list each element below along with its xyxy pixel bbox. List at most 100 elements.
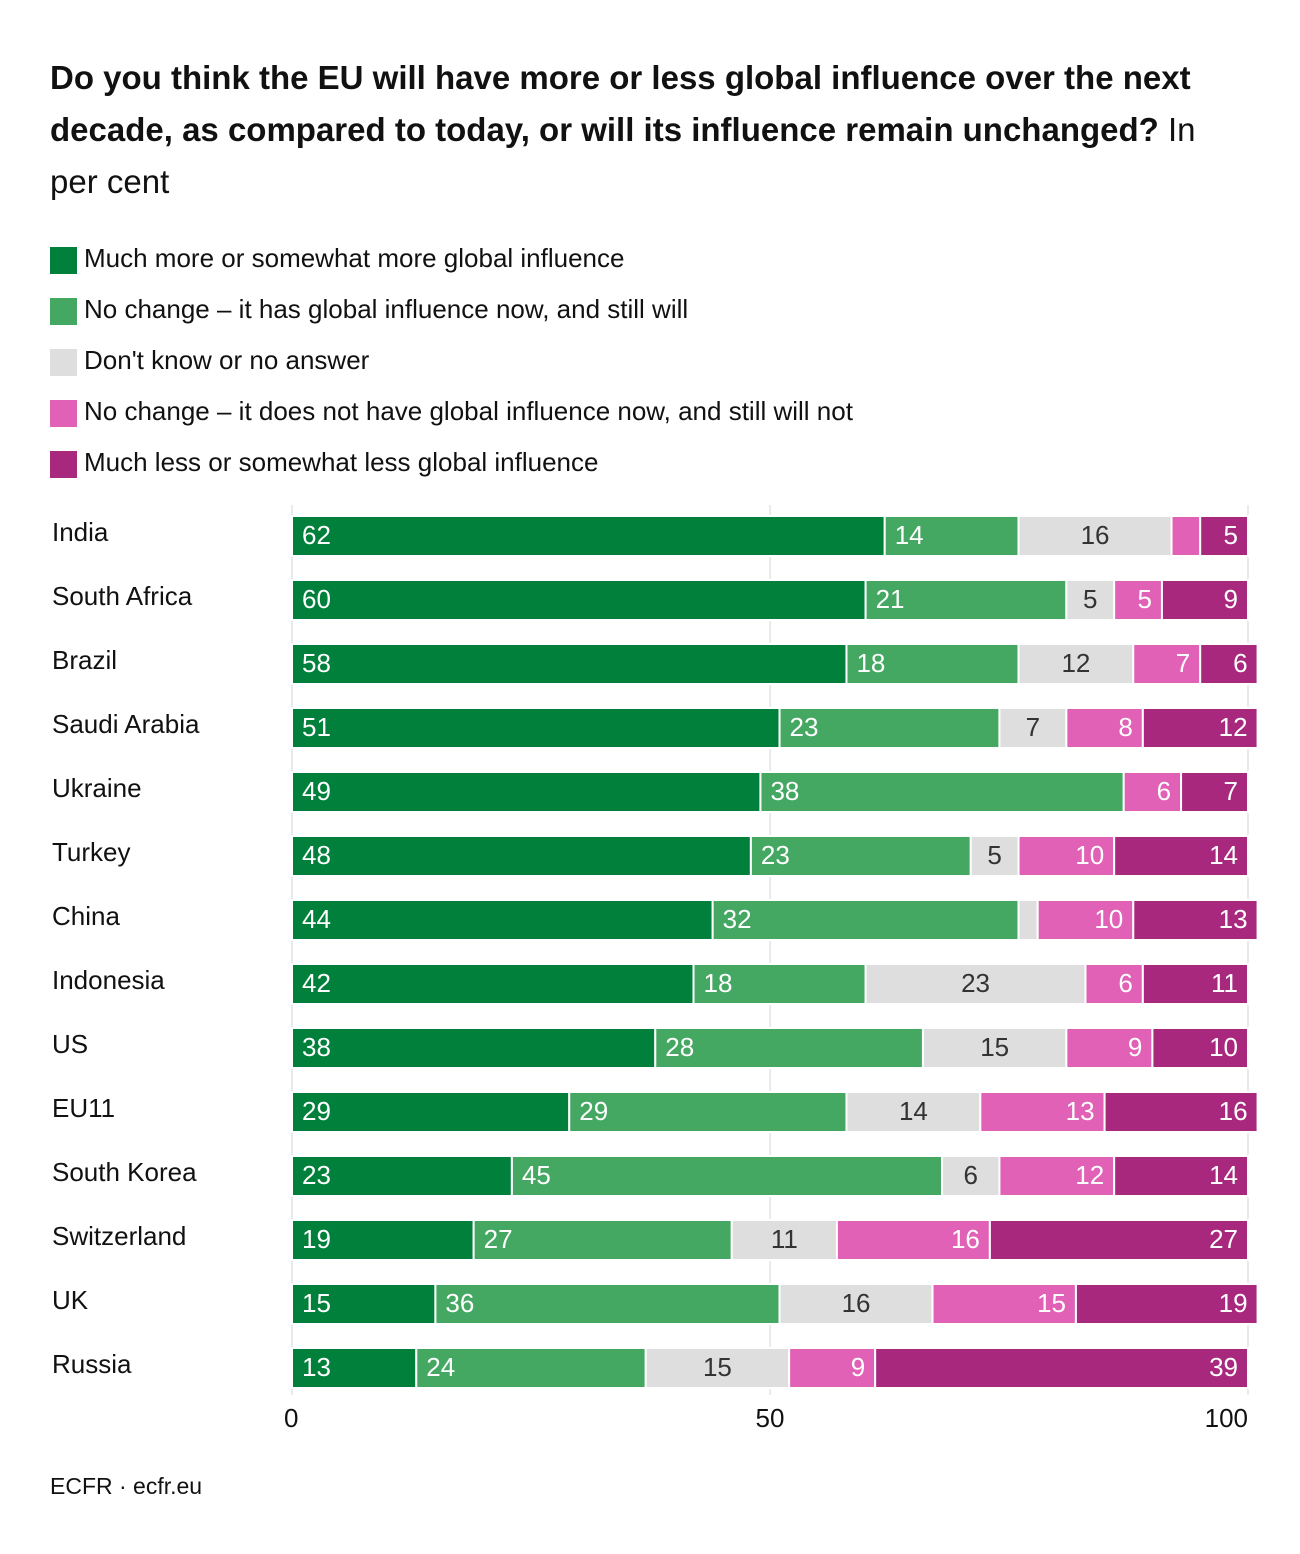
bar-segment xyxy=(1113,579,1163,621)
bar-segment xyxy=(1103,1091,1259,1133)
data-label: 27 xyxy=(1209,1224,1238,1254)
bar-segment xyxy=(1199,643,1259,685)
data-label: 23 xyxy=(790,712,819,742)
legend-swatch xyxy=(50,451,77,478)
bar-segment xyxy=(845,643,1020,685)
data-label: 28 xyxy=(665,1032,694,1062)
data-label: 12 xyxy=(1219,712,1248,742)
bar-segment xyxy=(1113,1155,1250,1197)
bar-segment xyxy=(1132,899,1259,941)
bar-segment xyxy=(1199,515,1249,557)
title-block: Do you think the EU will have more or le… xyxy=(50,52,1250,208)
bar-segment xyxy=(291,1027,657,1069)
bar-segment xyxy=(1017,835,1116,877)
data-label: 39 xyxy=(1209,1352,1238,1382)
data-label: 18 xyxy=(856,648,885,678)
bar-segment xyxy=(654,1027,924,1069)
category-label: Turkey xyxy=(52,837,131,867)
category-label: South Africa xyxy=(52,581,193,611)
data-label: 11 xyxy=(771,1224,798,1254)
data-label: 27 xyxy=(484,1224,513,1254)
category-label: South Korea xyxy=(52,1157,197,1187)
data-label: 36 xyxy=(445,1288,474,1318)
data-label: 24 xyxy=(426,1352,455,1382)
data-label: 14 xyxy=(899,1096,928,1126)
bar-segment xyxy=(969,835,1020,877)
data-label: 38 xyxy=(302,1032,331,1062)
data-label: 58 xyxy=(302,648,331,678)
bar-segment xyxy=(1036,899,1135,941)
chart-title: Do you think the EU will have more or le… xyxy=(50,59,1191,148)
bar-segment xyxy=(568,1091,848,1133)
data-label: 5 xyxy=(1224,520,1238,550)
data-label: 6 xyxy=(964,1160,978,1190)
data-label: 14 xyxy=(895,520,924,550)
data-label: 16 xyxy=(842,1288,871,1318)
bar-segment xyxy=(1084,963,1144,1005)
bar-segment xyxy=(711,899,1020,941)
bar-segment xyxy=(931,1283,1077,1325)
bar-segment xyxy=(1170,515,1202,557)
bar-segment xyxy=(1017,643,1135,685)
bar-segment xyxy=(291,899,714,941)
bar-segment xyxy=(434,1283,781,1325)
legend-label: Don't know or no answer xyxy=(84,345,370,375)
data-label: 62 xyxy=(302,520,331,550)
data-label: 19 xyxy=(302,1224,331,1254)
data-label: 13 xyxy=(302,1352,331,1382)
bar-segment xyxy=(1122,771,1183,813)
data-label: 42 xyxy=(302,968,331,998)
bar-segment xyxy=(291,963,695,1005)
data-label: 6 xyxy=(1233,648,1247,678)
data-label: 13 xyxy=(1066,1096,1095,1126)
category-label: Ukraine xyxy=(52,773,142,803)
bar-segment xyxy=(1017,899,1039,941)
bar-segment xyxy=(1065,707,1144,749)
data-label: 5 xyxy=(987,840,1001,870)
data-label: 19 xyxy=(1219,1288,1248,1318)
bar-segment xyxy=(1160,579,1249,621)
legend-label: Much more or somewhat more global influe… xyxy=(84,243,624,273)
bar-segment xyxy=(1113,835,1250,877)
bar-segment xyxy=(778,707,1001,749)
data-label: 13 xyxy=(1219,904,1248,934)
bar-segment xyxy=(1141,963,1249,1005)
data-label: 15 xyxy=(1037,1288,1066,1318)
data-label: 23 xyxy=(961,968,990,998)
data-label: 15 xyxy=(980,1032,1009,1062)
x-tick-label: 50 xyxy=(756,1403,785,1433)
bar-segment xyxy=(510,1155,944,1197)
data-label: 16 xyxy=(1219,1096,1248,1126)
category-label: UK xyxy=(52,1285,89,1315)
bar-segment xyxy=(1141,707,1259,749)
bar-segment xyxy=(845,1091,982,1133)
bar-segment xyxy=(730,1219,838,1261)
data-label: 12 xyxy=(1061,648,1090,678)
data-label: 6 xyxy=(1118,968,1132,998)
data-label: 10 xyxy=(1209,1032,1238,1062)
bar-segment xyxy=(291,771,762,813)
legend-label: No change – it has global influence now,… xyxy=(84,294,688,324)
bar-segment xyxy=(1074,1283,1259,1325)
bar-segment xyxy=(291,835,752,877)
bar-segment xyxy=(291,643,848,685)
data-label: 7 xyxy=(1176,648,1190,678)
bar-segment xyxy=(998,707,1068,749)
legend-swatch xyxy=(50,247,77,274)
data-label: 60 xyxy=(302,584,331,614)
data-label: 18 xyxy=(704,968,733,998)
bar-segment xyxy=(1065,579,1116,621)
data-label: 9 xyxy=(1224,584,1238,614)
legend-swatch xyxy=(50,298,77,325)
data-label: 11 xyxy=(1211,968,1238,998)
data-label: 38 xyxy=(770,776,799,806)
bar-segment xyxy=(998,1155,1116,1197)
data-label: 49 xyxy=(302,776,331,806)
bar-segment xyxy=(291,515,886,557)
data-label: 23 xyxy=(302,1160,331,1190)
category-label: Indonesia xyxy=(52,965,165,995)
data-label: 21 xyxy=(876,584,905,614)
category-label: US xyxy=(52,1029,88,1059)
